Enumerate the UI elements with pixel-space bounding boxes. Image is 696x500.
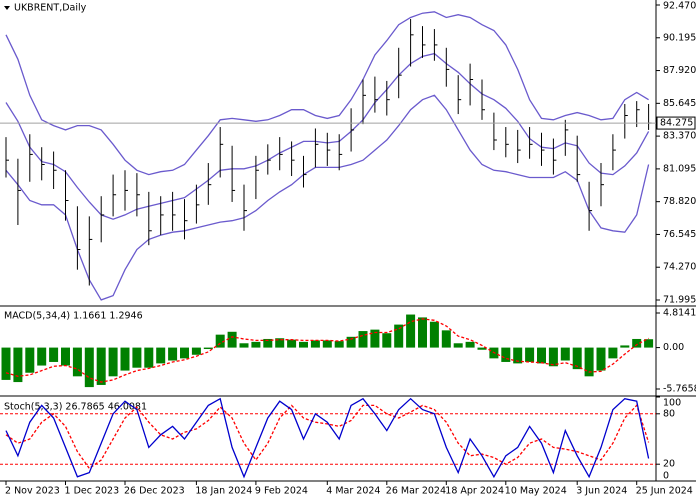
y-tick-label: 85.645 [663,98,696,109]
macd-bar [322,340,332,348]
macd-bar [560,347,570,361]
macd-bar [453,343,463,348]
macd-bar [394,324,404,348]
macd-bar [49,347,59,362]
macd-bar [644,339,654,348]
macd-bar [537,347,546,364]
macd-bar [168,347,178,361]
macd-bar [227,331,237,348]
y-tick-label: 76.545 [663,229,696,240]
macd-bar [572,347,582,370]
macd-bar [61,347,70,366]
y-tick-label: 71.995 [663,295,696,306]
y-tick-label: 78.820 [663,196,696,207]
macd-bar [441,330,451,348]
symbol-marker [4,6,10,10]
macd-bar [287,339,297,348]
x-tick-label: 3 Jun 2024 [576,486,627,497]
last-price-box [656,116,696,130]
y-tick-label: 81.095 [663,163,696,174]
last-price-label: 84.275 [660,118,693,129]
x-tick-label: 26 Dec 2023 [124,486,185,497]
y-tick-label: 83.370 [663,131,696,142]
stoch-signal [5,404,650,470]
macd-bar [108,347,118,377]
macd-bar [370,329,380,348]
macd-bar [191,347,201,355]
macd-bar [72,347,82,377]
stoch-title: Stoch(5,3,3) 26.7865 46.0081 [4,402,147,413]
x-tick-label: 2 Nov 2023 [5,486,60,497]
x-tick-label: 4 Mar 2024 [326,486,380,497]
macd-bar [406,314,416,348]
y-tick-label: 87.920 [663,65,696,76]
x-tick-label: 18 Apr 2024 [445,486,504,497]
macd-title: MACD(5,34,4) 1.1661 1.2946 [4,311,143,322]
macd-bar [251,341,261,348]
bollinger-lower [5,94,650,301]
macd-bar [215,334,225,348]
y-tick-label: 90.195 [663,32,696,43]
macd-bar [1,347,11,380]
macd-bar [263,338,273,348]
macd-bar [548,347,558,367]
x-tick-label: 10 May 2024 [505,486,567,497]
y-tick-label: 100 [663,398,681,409]
macd-bar [334,341,344,348]
macd-bar [120,347,130,371]
macd-bar [180,347,189,359]
macd-bar [501,347,511,362]
macd-signal [5,318,649,383]
macd-bar [132,347,142,368]
x-tick-label: 26 Mar 2024 [386,486,446,497]
macd-bar [620,345,630,348]
macd-bar [239,343,249,348]
macd-bar [203,347,213,350]
y-tick-label: 20 [663,459,675,470]
macd-bar [429,321,439,348]
macd-bar [418,317,427,348]
x-tick-label: 25 Jun 2024 [636,486,693,497]
macd-bar [156,347,166,364]
y-tick-label: -5.7658 [663,384,696,395]
macd-bar [25,347,35,373]
x-tick-label: 9 Feb 2024 [255,486,308,497]
y-tick-label: 0 [663,471,669,482]
macd-bar [37,347,47,366]
y-tick-label: 4.8141 [663,308,696,319]
macd-bar [632,338,642,348]
macd-bar [382,333,392,348]
macd-bar [275,338,285,348]
macd-bar [96,347,106,385]
macd-bar [358,331,368,348]
macd-bar [465,341,475,348]
stoch-main [5,397,650,479]
macd-bar [584,347,594,377]
y-tick-label: 74.270 [663,262,696,273]
macd-bar [608,347,618,359]
macd-bar [84,347,94,388]
y-tick-label: 92.470 [663,1,696,12]
macd-bar [346,336,356,348]
macd-bar [525,347,535,362]
macd-bar [144,347,154,368]
macd-bar [310,340,320,348]
macd-bar [477,347,487,350]
y-tick-label: 0.00 [663,342,684,353]
chart-title: UKBRENT,Daily [14,3,87,14]
y-tick-label: 80 [663,408,675,419]
macd-bar [513,347,523,364]
bollinger-upper [5,11,649,176]
macd-bar [596,347,606,371]
x-tick-label: 1 Dec 2023 [65,486,120,497]
macd-bar [299,341,308,348]
x-tick-label: 18 Jan 2024 [195,486,252,497]
macd-bar [13,347,23,383]
